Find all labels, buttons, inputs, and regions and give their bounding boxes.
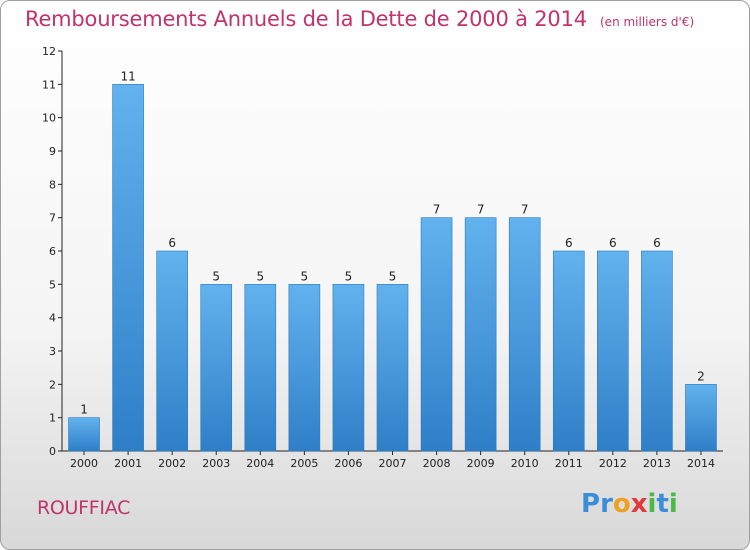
bar bbox=[68, 417, 100, 452]
x-tick-label: 2003 bbox=[202, 457, 230, 470]
bar-value-label: 6 bbox=[168, 236, 176, 250]
bar bbox=[552, 250, 585, 452]
bar-value-label: 2 bbox=[697, 369, 705, 383]
bar bbox=[597, 250, 629, 452]
bar bbox=[464, 217, 497, 452]
x-tick-label: 2012 bbox=[599, 457, 627, 470]
y-tick-label: 0 bbox=[49, 445, 56, 458]
x-tick-label: 2002 bbox=[158, 457, 186, 470]
y-tick-label: 2 bbox=[49, 378, 56, 391]
bar-value-label: 6 bbox=[653, 236, 661, 250]
y-tick-label: 9 bbox=[49, 145, 56, 158]
x-tick-label: 2004 bbox=[246, 457, 274, 470]
y-tick-label: 6 bbox=[49, 245, 56, 258]
bar bbox=[376, 284, 409, 452]
bar-value-label: 1 bbox=[80, 403, 88, 417]
x-tick-label: 2008 bbox=[423, 457, 451, 470]
bar-value-label: 5 bbox=[301, 269, 309, 283]
bar bbox=[508, 217, 541, 452]
logo-letter: t bbox=[656, 489, 669, 519]
logo-letter: x bbox=[630, 489, 648, 519]
commune-name: ROUFFIAC bbox=[37, 497, 131, 519]
y-tick-label: 12 bbox=[42, 45, 56, 58]
logo-letter: r bbox=[600, 489, 613, 519]
y-tick-label: 1 bbox=[49, 412, 56, 425]
x-tick-label: 2000 bbox=[70, 457, 98, 470]
chart-title-main: Remboursements Annuels de la Dette de 20… bbox=[25, 7, 587, 31]
chart-title: Remboursements Annuels de la Dette de 20… bbox=[25, 7, 694, 31]
bar-value-label: 6 bbox=[609, 236, 617, 250]
y-tick-label: 10 bbox=[42, 112, 56, 125]
logo-letter: P bbox=[581, 489, 601, 519]
bar bbox=[420, 217, 453, 452]
x-tick-label: 2006 bbox=[334, 457, 362, 470]
bar-value-label: 5 bbox=[256, 269, 264, 283]
bar bbox=[641, 250, 673, 452]
y-tick-label: 8 bbox=[49, 178, 56, 191]
y-tick-label: 5 bbox=[49, 278, 56, 291]
x-tick-label: 2005 bbox=[290, 457, 318, 470]
chart-title-unit: (en milliers d'€) bbox=[600, 15, 695, 29]
bar-value-label: 5 bbox=[389, 269, 397, 283]
x-tick-label: 2010 bbox=[511, 457, 539, 470]
proxiti-logo: Proxiti bbox=[581, 489, 678, 519]
bar-value-label: 7 bbox=[433, 203, 441, 217]
x-tick-label: 2009 bbox=[467, 457, 495, 470]
y-tick-label: 3 bbox=[49, 345, 56, 358]
bar-value-label: 7 bbox=[521, 203, 529, 217]
bar-value-label: 5 bbox=[345, 269, 353, 283]
logo-letter: o bbox=[612, 489, 631, 519]
bar bbox=[685, 384, 717, 452]
bar bbox=[112, 84, 144, 452]
bar-value-label: 11 bbox=[120, 69, 135, 83]
bar bbox=[156, 250, 188, 452]
x-tick-label: 2013 bbox=[643, 457, 671, 470]
bar bbox=[332, 284, 365, 452]
y-tick-label: 11 bbox=[42, 78, 56, 91]
logo-letter: i bbox=[647, 489, 657, 519]
x-tick-label: 2011 bbox=[555, 457, 583, 470]
bar bbox=[200, 284, 233, 452]
logo-letter: i bbox=[668, 489, 678, 519]
y-tick-label: 7 bbox=[49, 212, 56, 225]
bar-value-label: 5 bbox=[212, 269, 220, 283]
bar bbox=[288, 284, 321, 452]
x-tick-label: 2007 bbox=[379, 457, 407, 470]
bar-value-label: 7 bbox=[477, 203, 485, 217]
x-tick-label: 2014 bbox=[687, 457, 715, 470]
bar-value-label: 6 bbox=[565, 236, 573, 250]
bar bbox=[244, 284, 277, 452]
y-tick-label: 4 bbox=[49, 312, 56, 325]
x-tick-label: 2001 bbox=[114, 457, 142, 470]
